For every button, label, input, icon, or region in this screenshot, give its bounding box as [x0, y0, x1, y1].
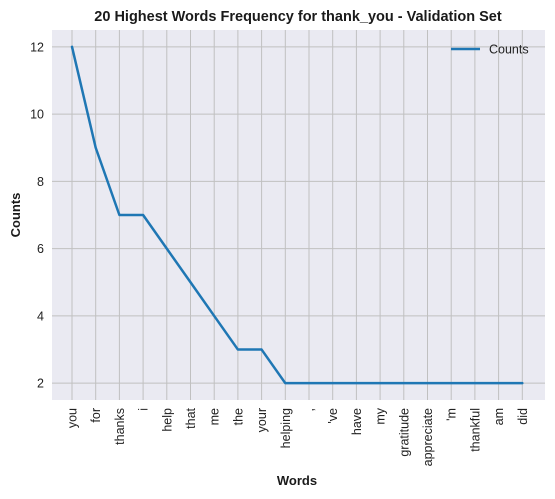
y-tick-label: 12	[30, 40, 44, 54]
x-tick-label: thanks	[113, 408, 127, 445]
x-tick-label: helping	[279, 408, 293, 448]
x-tick-label: you	[66, 408, 80, 428]
series-line	[70, 45, 524, 385]
x-tick-label: help	[160, 408, 174, 432]
x-tick-label: ,	[303, 408, 317, 411]
y-axis-label: Counts	[8, 193, 23, 238]
chart-title: 20 Highest Words Frequency for thank_you…	[94, 9, 502, 25]
x-tick-label: for	[89, 408, 103, 423]
x-tick-label: 've	[326, 408, 340, 424]
grid-lines	[52, 30, 545, 400]
x-axis-label: Words	[277, 473, 317, 488]
y-tick-label: 8	[37, 175, 44, 189]
y-tick-label: 2	[37, 377, 44, 391]
x-tick-labels: you for thanks i help that me the your helping, 'v…	[66, 407, 530, 466]
x-tick-label: the	[231, 408, 245, 425]
x-tick-label: did	[516, 408, 530, 425]
y-tick-label: 6	[37, 242, 44, 256]
x-tick-label: that	[184, 407, 198, 428]
x-tick-label: am	[492, 408, 506, 425]
legend-label: Counts	[489, 43, 529, 57]
x-tick-label: your	[255, 408, 269, 432]
x-tick-label: 'm	[445, 408, 459, 421]
x-tick-label: gratitude	[397, 408, 411, 457]
x-tick-label: have	[350, 408, 364, 435]
x-tick-label: my	[374, 407, 388, 424]
y-tick-labels: 2 4 6 8 10 12	[30, 40, 44, 390]
y-tick-label: 4	[37, 309, 44, 323]
x-tick-label: appreciate	[421, 408, 435, 466]
x-tick-label: thankful	[468, 408, 482, 452]
x-tick-label: me	[208, 408, 222, 425]
legend: Counts	[451, 43, 529, 57]
series-layer	[70, 45, 524, 385]
x-tick-label: i	[137, 408, 151, 411]
y-tick-label: 10	[30, 108, 44, 122]
